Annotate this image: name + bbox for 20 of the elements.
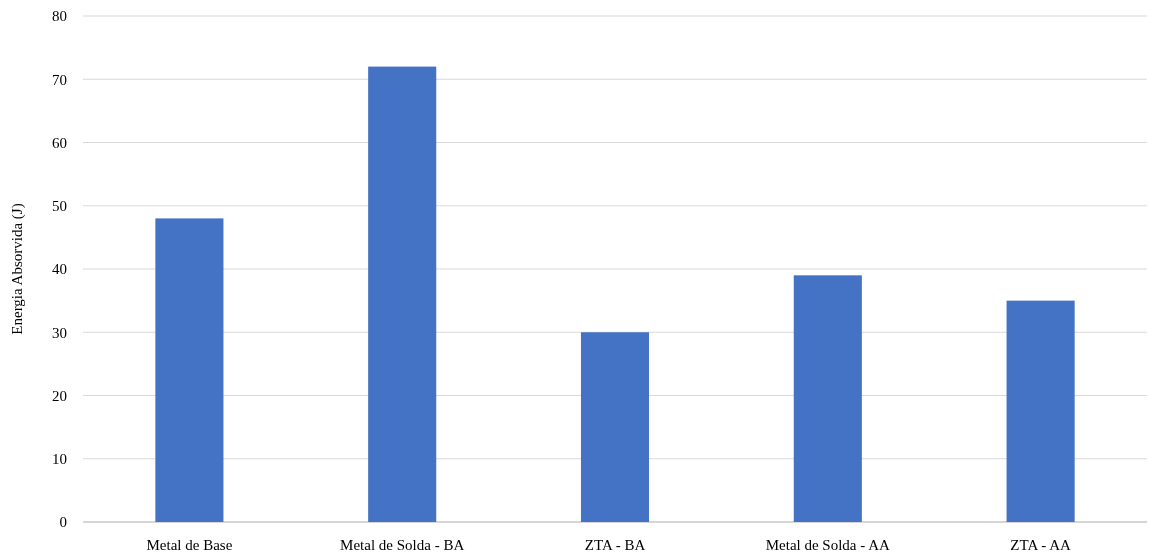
y-tick-label: 30 [52, 324, 67, 341]
x-tick-label: Metal de Solda - AA [765, 537, 891, 554]
bar [155, 218, 224, 522]
y-tick-label: 50 [52, 198, 67, 214]
y-tick-label: 40 [52, 261, 67, 278]
x-tick-label: Metal de Solda - BA [340, 537, 465, 554]
x-tick-label: ZTA - BA [584, 537, 646, 554]
y-tick-label: 10 [52, 451, 67, 467]
bar [1006, 300, 1075, 522]
y-tick-label: 60 [52, 134, 67, 151]
x-tick-label: Metal de Base [146, 537, 233, 554]
y-tick-label: 0 [59, 514, 67, 531]
bar [793, 275, 862, 522]
x-tick-label: ZTA - AA [1010, 537, 1071, 554]
y-axis-title: Energia Absorvida (J) [9, 203, 26, 335]
y-tick-label: 80 [52, 8, 67, 25]
bar [580, 332, 650, 522]
y-tick-label: 70 [52, 71, 67, 88]
bar [368, 66, 437, 522]
y-tick-label: 20 [52, 387, 67, 404]
